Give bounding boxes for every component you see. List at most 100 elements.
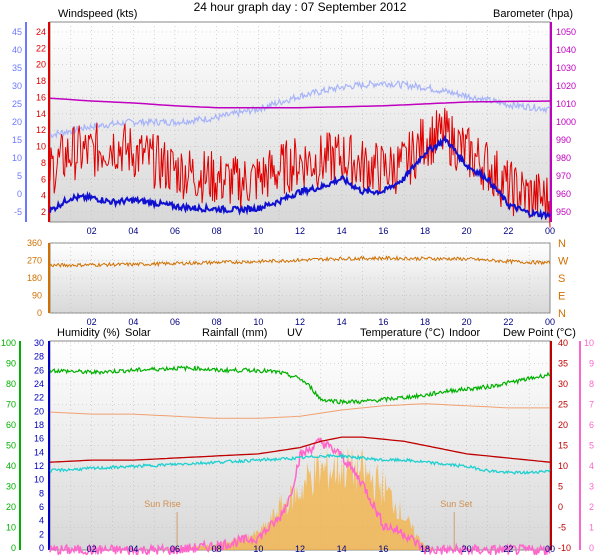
secondary-axis-tick-label: 25	[12, 99, 22, 109]
windspeed-line	[49, 107, 551, 228]
x-tick-label: 10	[253, 226, 263, 236]
x-tick-label: 00	[545, 226, 555, 236]
x-tick-label: 18	[420, 226, 430, 236]
x-tick-label: 18	[420, 544, 430, 554]
barometer-tick-label: 1000	[556, 117, 576, 127]
windspeed-tick-label: 2	[41, 207, 46, 217]
rainfall-tick-label: 0	[39, 543, 44, 553]
rainfall-tick-label: 18	[34, 420, 44, 430]
x-tick-label: 22	[503, 317, 513, 327]
temperature-tick-label: -5	[558, 523, 566, 533]
x-tick-label: 02	[87, 317, 97, 327]
indoor-temperature-line	[49, 403, 550, 419]
uv-tick-label: 0	[589, 543, 594, 553]
barometer-tick-label: 1030	[556, 63, 576, 73]
humidity-tick-label: 0	[11, 543, 16, 553]
barometer-tick-label: 980	[556, 153, 571, 163]
x-tick-label: 14	[337, 544, 347, 554]
secondary-axis-tick-label: 35	[12, 63, 22, 73]
average-windspeed-line	[49, 134, 551, 221]
x-tick-label: 06	[170, 544, 180, 554]
compass-label: W	[558, 256, 569, 268]
x-tick-label: 00	[545, 544, 555, 554]
direction-tick-label: 360	[27, 238, 42, 248]
x-tick-label: 16	[378, 317, 388, 327]
rainfall-tick-label: 24	[34, 379, 44, 389]
secondary-axis-tick-label: 5	[17, 171, 22, 181]
windspeed-tick-label: 4	[41, 191, 46, 201]
windspeed-tick-label: 24	[36, 27, 46, 37]
barometer-tick-label: 1050	[556, 27, 576, 37]
humidity-tick-label: 20	[6, 502, 16, 512]
x-tick-label: 22	[503, 226, 513, 236]
secondary-axis-tick-label: 10	[12, 153, 22, 163]
uv-tick-label: 9	[589, 359, 594, 369]
x-tick-label: 02	[87, 226, 97, 236]
direction-tick-label: 90	[32, 291, 42, 301]
barometer-tick-label: 1010	[556, 99, 576, 109]
windspeed-axis-label: Windspeed (kts)	[58, 8, 138, 20]
compass-label: N	[558, 238, 566, 250]
x-tick-label: 20	[462, 226, 472, 236]
indoor-label: Indoor	[449, 327, 481, 339]
uv-tick-label: 8	[589, 379, 594, 389]
secondary-axis-tick-label: 15	[12, 135, 22, 145]
humidity-tick-label: 40	[6, 461, 16, 471]
humidity-tick-label: 30	[6, 482, 16, 492]
uv-tick-label: 4	[589, 461, 594, 471]
x-tick-label: 14	[337, 317, 347, 327]
rainfall-tick-label: 20	[34, 406, 44, 416]
humidity-tick-label: 60	[6, 420, 16, 430]
barometer-axis-label: Barometer (hpa)	[493, 8, 574, 20]
uv-tick-label: 6	[589, 420, 594, 430]
x-tick-label: 02	[87, 544, 97, 554]
temperature-tick-label: 15	[558, 441, 568, 451]
windspeed-tick-label: 14	[36, 109, 46, 119]
solar-label: Solar	[125, 327, 151, 339]
windspeed-tick-label: 16	[36, 92, 46, 102]
x-tick-label: 10	[253, 317, 263, 327]
windspeed-tick-label: 12	[36, 125, 46, 135]
direction-tick-label: 270	[27, 256, 42, 266]
sunset-annotation: Sun Set	[440, 499, 473, 509]
secondary-axis-tick-label: 30	[12, 81, 22, 91]
dewpoint-label: Dew Point (°C)	[503, 327, 576, 339]
x-tick-label: 08	[212, 317, 222, 327]
compass-label: E	[558, 291, 565, 303]
x-tick-label: 12	[295, 317, 305, 327]
uv-tick-label: 1	[589, 523, 594, 533]
dewpoint-line	[49, 453, 551, 475]
x-tick-label: 20	[462, 544, 472, 554]
rainfall-tick-label: 14	[34, 447, 44, 457]
rainfall-tick-label: 4	[39, 516, 44, 526]
secondary-axis-tick-label: -5	[14, 207, 22, 217]
barometer-tick-label: 970	[556, 171, 571, 181]
x-tick-label: 16	[378, 226, 388, 236]
compass-label: S	[558, 273, 565, 285]
x-tick-label: 04	[128, 544, 138, 554]
humidity-label: Humidity (%)	[57, 327, 120, 339]
direction-tick-label: 0	[37, 308, 42, 318]
uv-tick-label: 10	[584, 338, 594, 348]
barometer-tick-label: 1040	[556, 45, 576, 55]
uv-line	[49, 437, 551, 555]
secondary-axis-tick-label: 0	[17, 189, 22, 199]
windspeed-tick-label: 6	[41, 174, 46, 184]
chart-title: 24 hour graph day : 07 September 2012	[193, 0, 407, 14]
humidity-line	[49, 365, 551, 405]
rainfall-tick-label: 16	[34, 434, 44, 444]
rainfall-tick-label: 22	[34, 393, 44, 403]
x-tick-label: 06	[170, 317, 180, 327]
temperature-tick-label: -10	[558, 543, 571, 553]
x-tick-label: 04	[128, 317, 138, 327]
solar-area	[50, 445, 550, 550]
barometer-tick-label: 950	[556, 207, 571, 217]
rainfall-tick-label: 28	[34, 352, 44, 362]
barometer-line	[49, 97, 551, 109]
temperature-tick-label: 20	[558, 420, 568, 430]
uv-tick-label: 2	[589, 502, 594, 512]
uv-tick-label: 5	[589, 441, 594, 451]
rainfall-tick-label: 2	[39, 529, 44, 539]
